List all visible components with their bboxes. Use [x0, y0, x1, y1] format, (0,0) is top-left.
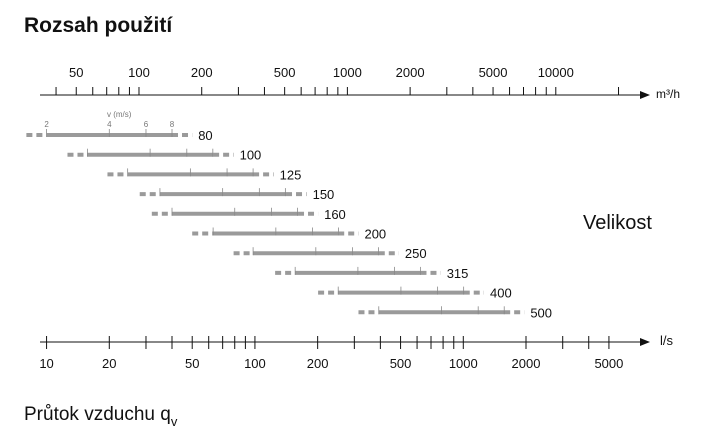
- legend-title: Velikost: [583, 212, 652, 234]
- x-axis-title-main: Průtok vzduchu q: [24, 404, 171, 425]
- top-tick-label: 1000: [333, 65, 362, 80]
- x-axis-title: Průtok vzduchu qv: [24, 404, 178, 429]
- top-tick-label: 200: [191, 65, 213, 80]
- size-label: 125: [280, 167, 302, 182]
- size-label: 200: [364, 227, 386, 242]
- velocity-label: v (m/s): [107, 110, 132, 119]
- top-tick-label: 10000: [538, 65, 574, 80]
- top-tick-label: 2000: [396, 65, 425, 80]
- top-axis-unit: m³/h: [656, 87, 680, 101]
- size-label: 500: [530, 305, 552, 320]
- bottom-tick-label: 2000: [512, 356, 541, 371]
- size-label: 80: [198, 128, 212, 143]
- x-axis-title-sub: v: [171, 414, 178, 429]
- bottom-tick-label: 200: [307, 356, 329, 371]
- chart-title: Rozsah použití: [24, 14, 173, 37]
- top-tick-label: 5000: [479, 65, 508, 80]
- size-label: 250: [405, 246, 427, 261]
- velocity-tick-label: 4: [107, 120, 112, 129]
- size-label: 100: [240, 148, 262, 163]
- top-tick-label: 500: [274, 65, 296, 80]
- bottom-tick-label: 100: [244, 356, 266, 371]
- size-label: 160: [324, 207, 346, 222]
- size-label: 400: [490, 286, 512, 301]
- bottom-tick-label: 5000: [594, 356, 623, 371]
- bottom-tick-label: 10: [39, 356, 53, 371]
- size-label: 315: [447, 266, 469, 281]
- velocity-tick-label: 6: [144, 120, 149, 129]
- size-label: 150: [313, 187, 335, 202]
- top-tick-label: 50: [69, 65, 83, 80]
- bottom-axis-unit: l/s: [660, 333, 674, 348]
- velocity-tick-label: 8: [170, 120, 175, 129]
- velocity-tick-label: 2: [44, 120, 49, 129]
- top-axis-arrow: [640, 91, 650, 99]
- top-tick-label: 100: [128, 65, 150, 80]
- bottom-tick-label: 50: [185, 356, 199, 371]
- bottom-tick-label: 20: [102, 356, 116, 371]
- bottom-tick-label: 500: [390, 356, 412, 371]
- bottom-axis-arrow: [640, 338, 650, 346]
- bottom-tick-label: 1000: [449, 356, 478, 371]
